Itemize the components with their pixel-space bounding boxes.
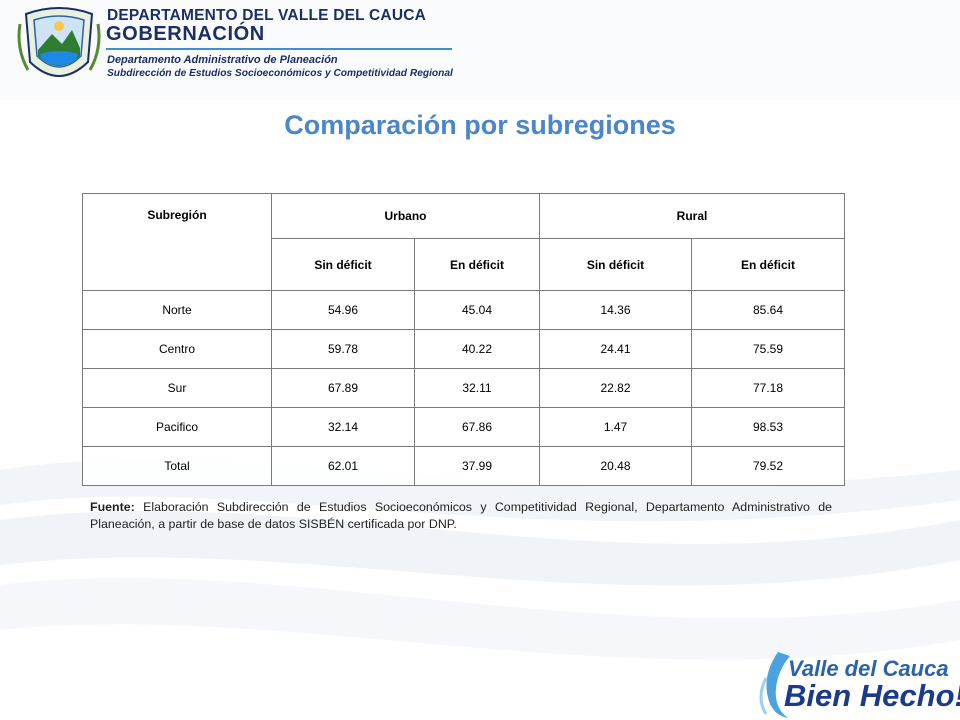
page-header: DEPARTAMENTO DEL VALLE DEL CAUCA GOBERNA… xyxy=(0,0,960,100)
cell-rural-en: 85.64 xyxy=(691,290,845,330)
cell-urbano-en: 45.04 xyxy=(414,290,540,330)
cell-rural-en: 98.53 xyxy=(691,407,845,447)
header-divider xyxy=(106,48,452,50)
suboffice-name: Subdirección de Estudios Socioeconómicos… xyxy=(107,68,453,79)
header-urbano: Urbano xyxy=(271,193,540,239)
header-rural: Rural xyxy=(539,193,845,239)
source-label: Fuente: xyxy=(90,500,135,514)
table-row: Norte 54.96 45.04 14.36 85.64 xyxy=(82,290,845,330)
cell-subregion: Norte xyxy=(82,290,272,330)
office-name: Departamento Administrativo de Planeació… xyxy=(107,54,338,66)
cell-rural-en: 79.52 xyxy=(691,446,845,486)
table-header-row: Subregión Urbano Rural xyxy=(82,193,845,291)
bien-hecho-swoosh-icon xyxy=(759,652,790,718)
cell-urbano-sin: 62.01 xyxy=(271,446,415,486)
cell-rural-en: 75.59 xyxy=(691,329,845,369)
government-name: GOBERNACIÓN xyxy=(106,23,265,45)
cell-urbano-en: 40.22 xyxy=(414,329,540,369)
cell-rural-sin: 20.48 xyxy=(539,446,692,486)
cell-urbano-en: 67.86 xyxy=(414,407,540,447)
cell-urbano-sin: 59.78 xyxy=(271,329,415,369)
cell-rural-sin: 22.82 xyxy=(539,368,692,408)
footer-logo: Valle del Cauca Bien Hecho! xyxy=(748,648,960,720)
cell-urbano-sin: 32.14 xyxy=(271,407,415,447)
cell-urbano-sin: 67.89 xyxy=(271,368,415,408)
valle-del-cauca-crest-icon xyxy=(17,7,101,77)
header-rural-sin-deficit: Sin déficit xyxy=(539,238,692,291)
table-row: Pacifico 32.14 67.86 1.47 98.53 xyxy=(82,407,845,447)
cell-urbano-en: 32.11 xyxy=(414,368,540,408)
cell-urbano-en: 37.99 xyxy=(414,446,540,486)
footer-line2: Bien Hecho! xyxy=(784,678,960,713)
cell-subregion: Total xyxy=(82,446,272,486)
source-note: Fuente: Elaboración Subdirección de Estu… xyxy=(90,499,832,533)
source-text: Elaboración Subdirección de Estudios Soc… xyxy=(90,500,832,531)
table-row: Total 62.01 37.99 20.48 79.52 xyxy=(82,446,845,486)
cell-rural-en: 77.18 xyxy=(691,368,845,408)
header-urbano-sin-deficit: Sin déficit xyxy=(271,238,415,291)
cell-urbano-sin: 54.96 xyxy=(271,290,415,330)
cell-rural-sin: 24.41 xyxy=(539,329,692,369)
cell-rural-sin: 14.36 xyxy=(539,290,692,330)
header-rural-en-deficit: En déficit xyxy=(691,238,845,291)
header-urbano-en-deficit: En déficit xyxy=(414,238,540,291)
table-row: Sur 67.89 32.11 22.82 77.18 xyxy=(82,368,845,408)
subregion-comparison-table: Subregión Urbano Rural Sin déficit En dé… xyxy=(82,193,845,486)
cell-subregion: Centro xyxy=(82,329,272,369)
page-title: Comparación por subregiones xyxy=(284,110,676,140)
footer-line1: Valle del Cauca xyxy=(788,656,949,681)
department-name: DEPARTAMENTO DEL VALLE DEL CAUCA xyxy=(107,7,426,24)
cell-rural-sin: 1.47 xyxy=(539,407,692,447)
table-row: Centro 59.78 40.22 24.41 75.59 xyxy=(82,329,845,369)
header-subregion: Subregión xyxy=(82,193,272,291)
table-subheader-row: Sin déficit En déficit Sin déficit En dé… xyxy=(83,238,845,291)
cell-subregion: Pacifico xyxy=(82,407,272,447)
cell-subregion: Sur xyxy=(82,368,272,408)
